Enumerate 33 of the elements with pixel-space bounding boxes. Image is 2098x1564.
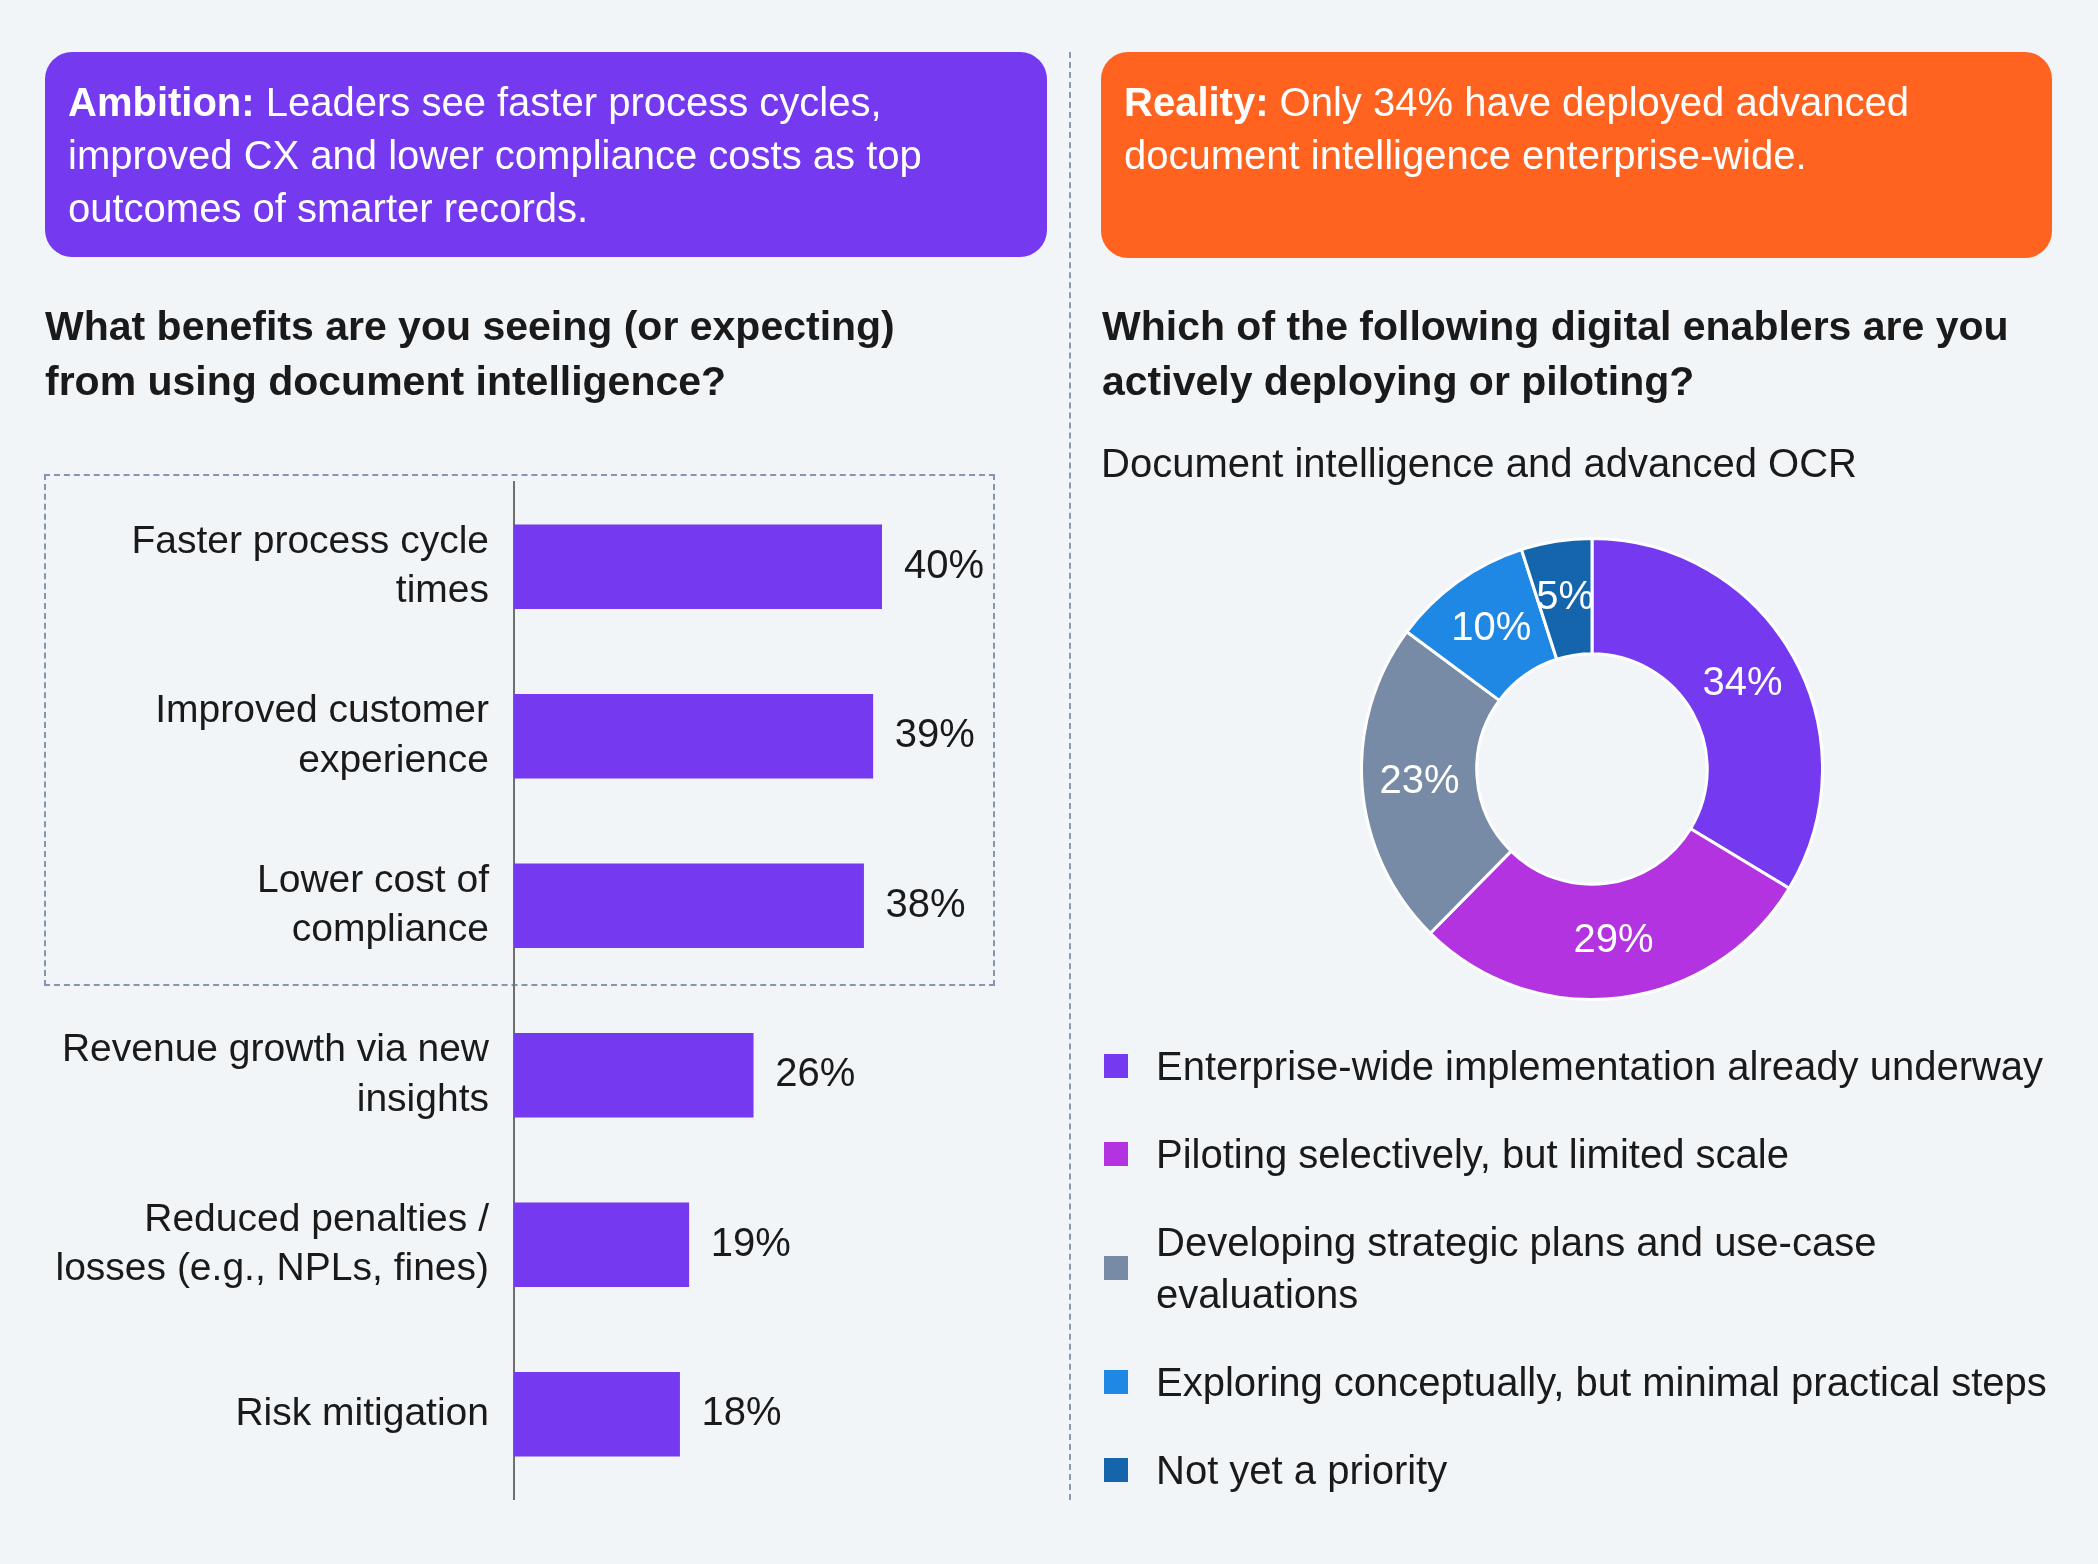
data-label: 18%	[701, 1389, 782, 1434]
data-label: 19%	[710, 1219, 791, 1264]
y-tick-label: Risk mitigation	[235, 1390, 489, 1433]
y-tick-label: Improved customer experience	[155, 687, 489, 780]
bar	[514, 693, 874, 779]
y-tick-label: Faster process cycle times	[131, 517, 489, 611]
bar	[514, 1202, 690, 1288]
data-label: 39%	[894, 711, 975, 756]
bar	[514, 1371, 680, 1457]
data-label: 5%	[1536, 573, 1595, 618]
y-tick-label: Lower cost of compliance	[257, 856, 490, 950]
data-label: 10%	[1451, 603, 1532, 648]
text: Reality: Only 34% have deployed advanced document intelligence enterprise-wide.	[1124, 80, 1909, 177]
legend-label: Not yet a priority	[1156, 1447, 1449, 1494]
data-label: 29%	[1573, 915, 1654, 960]
legend-label: Piloting selectively, but limited scale	[1156, 1131, 1790, 1178]
text: Ambition: Leaders see faster process cycles, improved CX and lower compliance costs as top outcomes of smarter records.	[68, 80, 922, 230]
bar	[514, 863, 864, 949]
legend-label: Developing strategic plans and use-case evaluations	[1156, 1219, 1878, 1318]
data-label: 38%	[885, 880, 966, 925]
bar	[514, 524, 882, 610]
chart-title: Which of the following digital enablers are you actively deploying or piloting?	[1102, 302, 2010, 406]
y-tick-label: Reduced penalties / losses (e.g., NPLs, fines)	[55, 1195, 490, 1289]
chart-title: What benefits are you seeing (or expecting) from using document intelligence?	[45, 302, 896, 406]
data-label: 40%	[904, 541, 985, 586]
y-tick-label: Revenue growth via new insights	[61, 1026, 490, 1119]
legend-label: Enterprise-wide implementation already underway	[1156, 1043, 2045, 1090]
data-label: 26%	[775, 1050, 856, 1095]
data-label: 34%	[1702, 659, 1783, 704]
legend-label: Exploring conceptually, but minimal practical steps	[1156, 1359, 2048, 1406]
data-label: 23%	[1379, 757, 1460, 802]
bar	[514, 1032, 754, 1118]
chart-subtitle: Document intelligence and advanced OCR	[1101, 440, 1858, 487]
